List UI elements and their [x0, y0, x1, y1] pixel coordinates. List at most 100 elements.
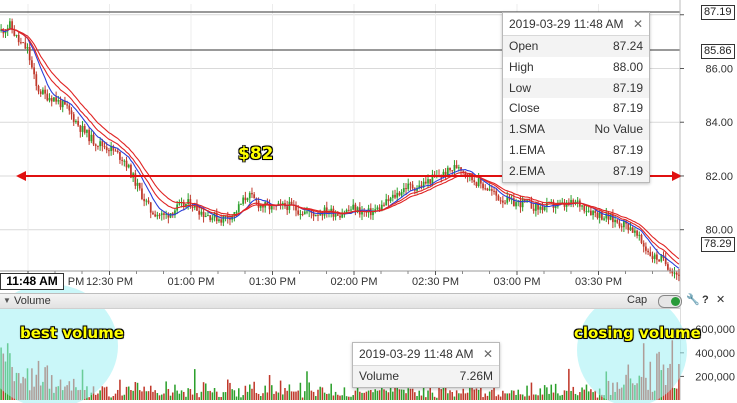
- candle-body: [35, 74, 38, 86]
- volume-bar: [433, 396, 436, 400]
- help-icon[interactable]: ?: [702, 294, 709, 306]
- candle-body: [530, 200, 533, 209]
- vol-y-tick-label: 200,000: [695, 371, 735, 383]
- candle-body: [66, 104, 68, 106]
- ema-line: [0, 28, 680, 265]
- candle-body: [636, 230, 638, 236]
- volume-bar: [279, 380, 282, 400]
- volume-bar: [365, 391, 368, 400]
- candle-body: [202, 211, 205, 218]
- price-flag-last: 78.29: [701, 237, 735, 252]
- volume-bar: [264, 385, 266, 400]
- tooltip-row: 2.EMA 87.19: [503, 160, 649, 182]
- candle-body: [46, 93, 49, 101]
- candle-body: [653, 254, 656, 259]
- candle-body: [121, 159, 124, 161]
- close-icon[interactable]: ✕: [716, 294, 726, 306]
- tooltip-row-value: 87.19: [612, 142, 643, 157]
- arrow-right: [672, 170, 682, 181]
- candle-body: [114, 150, 117, 152]
- volume-bar: [405, 393, 407, 400]
- close-icon[interactable]: ✕: [482, 347, 493, 361]
- candle-body: [387, 199, 390, 202]
- candle-body: [279, 203, 282, 205]
- candle-body: [449, 167, 451, 171]
- tooltip-row-value: 87.19: [612, 101, 643, 116]
- volume-bar: [570, 390, 572, 400]
- volume-bar: [108, 396, 110, 400]
- volume-bar: [367, 390, 370, 400]
- candle-body: [196, 203, 198, 211]
- collapse-icon[interactable]: ▼: [3, 296, 11, 305]
- candle-body: [365, 211, 368, 213]
- volume-bar: [171, 392, 174, 400]
- volume-bar: [376, 390, 379, 400]
- close-icon[interactable]: ✕: [632, 17, 643, 31]
- candle-body: [147, 200, 150, 203]
- x-tick-label: 03:30 PM: [575, 276, 622, 288]
- candle-body: [407, 183, 410, 190]
- candle-body: [160, 213, 163, 216]
- candle-body: [634, 230, 636, 233]
- tooltip-row: Low 87.19: [503, 77, 649, 99]
- candle-body: [645, 246, 647, 251]
- candle-body: [158, 214, 161, 216]
- candle-body: [15, 34, 18, 36]
- volume-bar: [185, 396, 187, 400]
- candle-body: [237, 204, 240, 212]
- candle-body: [422, 181, 425, 188]
- volume-bar: [156, 392, 159, 400]
- volume-bar: [88, 397, 90, 400]
- volume-bar: [530, 382, 533, 400]
- volume-bar: [416, 395, 418, 400]
- candle-body: [405, 188, 407, 190]
- candle-body: [281, 203, 284, 205]
- candle-body: [515, 202, 517, 207]
- volume-bar: [407, 388, 409, 400]
- candle-body: [55, 97, 57, 102]
- volume-bar: [169, 395, 172, 400]
- tooltip-row-label: Low: [509, 80, 532, 95]
- candle-body: [154, 214, 157, 217]
- volume-bar: [414, 392, 416, 400]
- candle-body: [658, 259, 660, 262]
- candle-body: [400, 191, 403, 196]
- volume-bar: [473, 389, 476, 400]
- volume-bar: [425, 397, 427, 400]
- candle-body: [244, 197, 247, 201]
- candle-body: [57, 99, 60, 102]
- cap-toggle[interactable]: [658, 295, 682, 308]
- candle-body: [61, 100, 64, 108]
- candle-body: [380, 204, 383, 211]
- volume-bar: [497, 394, 500, 400]
- candle-body: [4, 31, 7, 34]
- volume-bar: [488, 391, 491, 400]
- volume-bar: [502, 390, 504, 400]
- volume-bar: [127, 386, 130, 400]
- candle-body: [312, 213, 315, 217]
- candle-body: [163, 213, 165, 215]
- volume-bar: [262, 393, 264, 400]
- wrench-icon[interactable]: 🔧: [686, 294, 700, 306]
- volume-bar: [211, 392, 214, 400]
- volume-bar: [469, 387, 471, 400]
- volume-bar: [209, 390, 211, 400]
- candle-body: [204, 215, 207, 218]
- volume-bar: [116, 389, 119, 400]
- candle-body: [26, 47, 29, 49]
- volume-bar: [341, 395, 343, 400]
- volume-bar: [301, 397, 304, 400]
- candle-body: [125, 160, 128, 168]
- volume-bar: [238, 388, 240, 400]
- highlight-closing-volume: [577, 294, 687, 403]
- volume-bar: [112, 396, 115, 400]
- candle-body: [17, 34, 20, 43]
- candle-body: [453, 165, 456, 171]
- candle-body: [398, 192, 401, 196]
- volume-bar: [308, 382, 310, 400]
- price-flag-mid: 85.86: [701, 44, 735, 59]
- volume-bar: [266, 392, 269, 400]
- candle-body: [68, 105, 71, 111]
- candle-body: [297, 210, 300, 215]
- candle-body: [77, 120, 80, 126]
